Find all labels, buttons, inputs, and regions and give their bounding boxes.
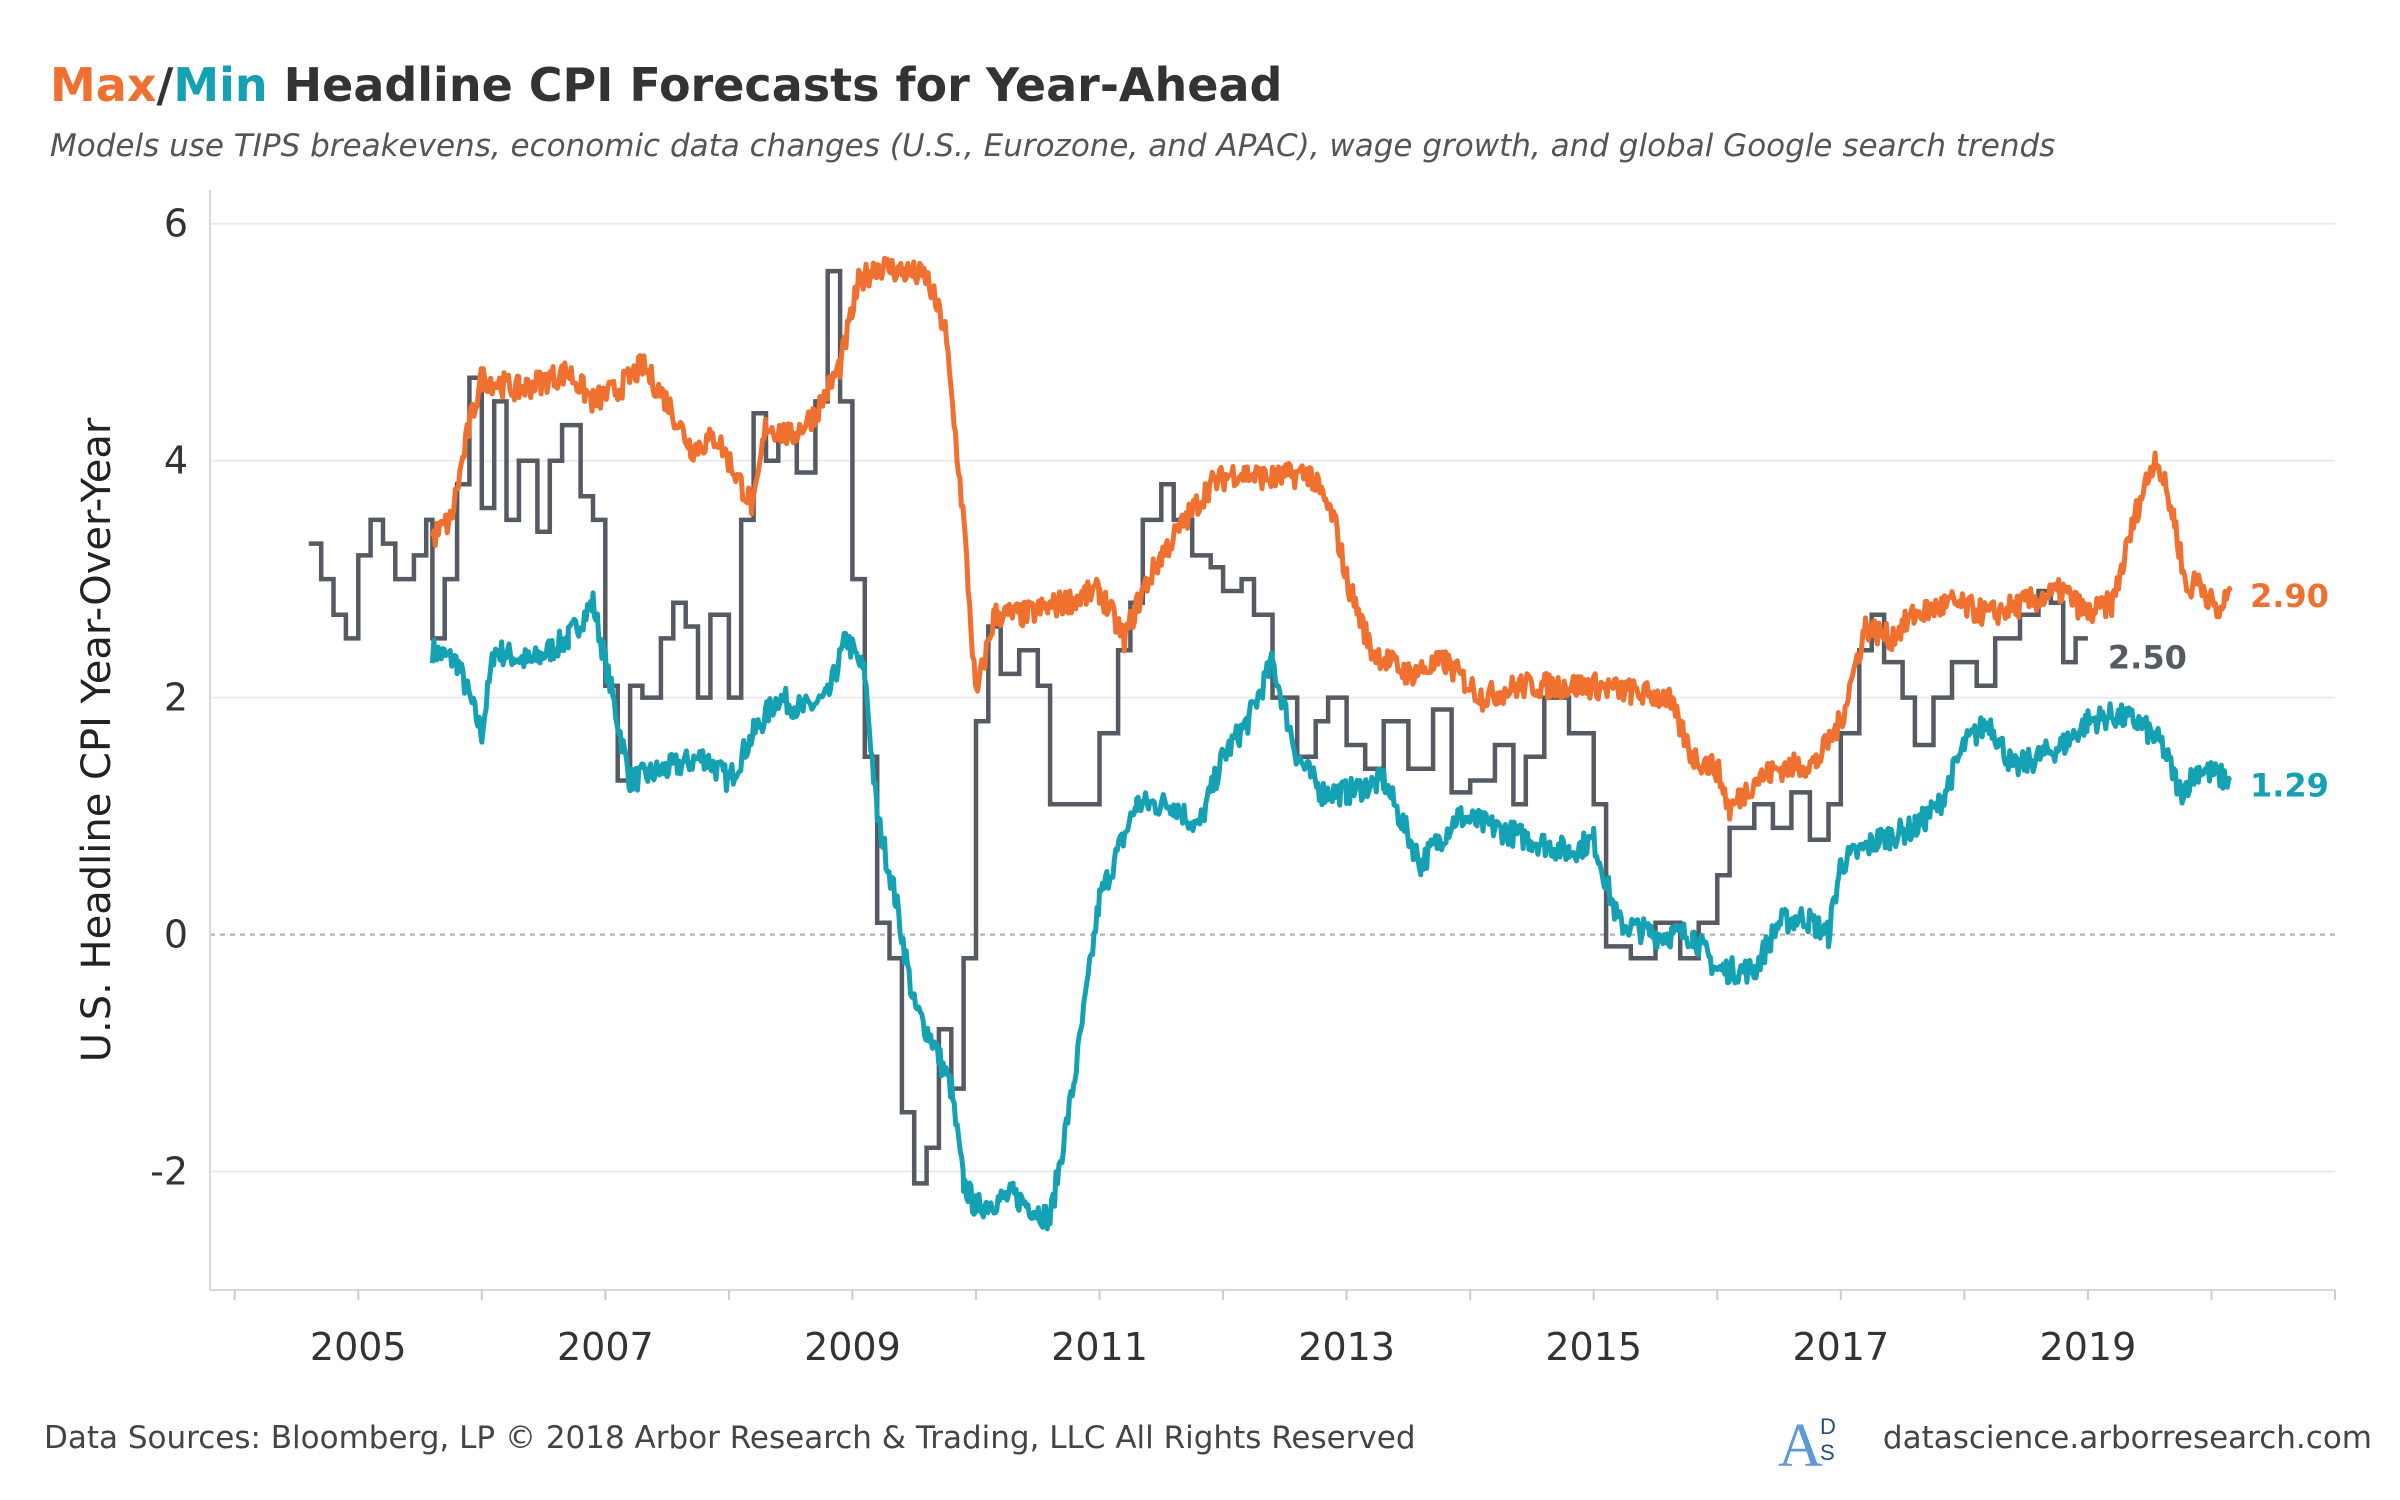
- series-line-min: [429, 590, 2233, 1232]
- gray-end-label: 2.50: [2108, 638, 2187, 676]
- x-tick-label: 2017: [1792, 1325, 1889, 1369]
- footer-website: datascience.arborresearch.com: [1882, 1420, 2372, 1456]
- series-line-max: [429, 255, 2233, 822]
- axes: -2 0 2 4 6 2005 2007 2009 2011 2013 2015 2017 2019: [150, 190, 2336, 1369]
- y-tick-label: 6: [164, 202, 188, 246]
- series-layer: [308, 255, 2233, 1232]
- line-chart: -2 0 2 4 6 2005 2007 2009 2011 2013 2015 2017 2019 2…: [74, 190, 2336, 1369]
- chart-title: Max/Min Headline CPI Forecasts for Year-…: [50, 58, 1282, 112]
- x-tick-label: 2013: [1298, 1325, 1395, 1369]
- y-tick-label: 4: [164, 439, 188, 483]
- title-rest: Headline CPI Forecasts for Year-Ahead: [267, 58, 1283, 112]
- x-tick-label: 2009: [804, 1325, 901, 1369]
- min-end-label: 1.29: [2250, 767, 2329, 805]
- x-tick-label: 2011: [1051, 1325, 1148, 1369]
- footer-sources: Data Sources: Bloomberg, LP © 2018 Arbor…: [44, 1420, 1416, 1456]
- end-labels: 2.50 1.29 2.90: [2108, 577, 2329, 805]
- y-axis-title: U.S. Headline CPI Year-Over-Year: [74, 417, 120, 1062]
- x-tick-label: 2007: [557, 1325, 654, 1369]
- title-min-word: Min: [173, 58, 268, 112]
- arbor-logo-icon: A D S: [1778, 1412, 1836, 1474]
- y-tick-label: 2: [164, 676, 188, 720]
- x-tick-label: 2019: [2040, 1325, 2137, 1369]
- x-tick-label: 2015: [1545, 1325, 1642, 1369]
- y-tick-label: -2: [150, 1150, 188, 1194]
- series-line-gray: [308, 268, 2088, 1186]
- svg-text:S: S: [1820, 1440, 1835, 1465]
- y-tick-label: 0: [164, 913, 188, 957]
- svg-text:A: A: [1778, 1412, 1823, 1474]
- chart-subtitle: Models use TIPS breakevens, economic dat…: [50, 128, 2056, 164]
- svg-text:D: D: [1820, 1414, 1836, 1439]
- title-max-word: Max: [50, 58, 157, 112]
- x-tick-label: 2005: [310, 1325, 407, 1369]
- title-separator: /: [156, 58, 174, 112]
- max-end-label: 2.90: [2250, 577, 2329, 615]
